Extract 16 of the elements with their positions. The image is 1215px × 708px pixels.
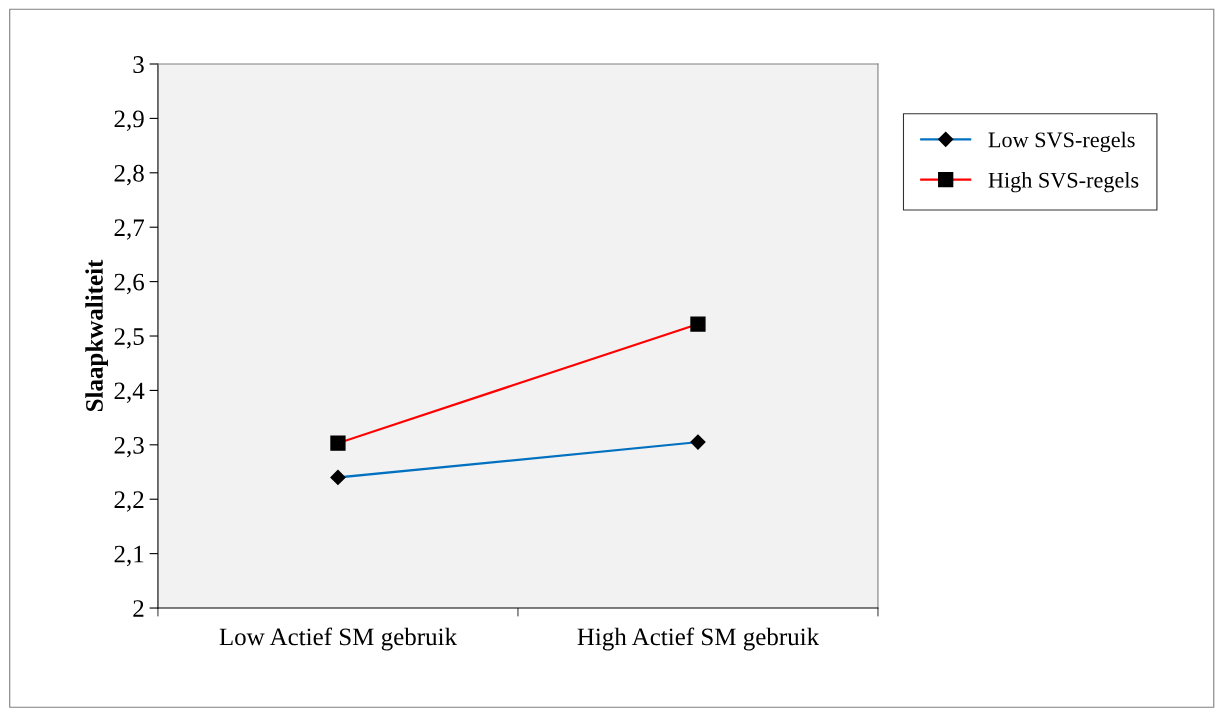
y-tick-label: 2,8 <box>114 164 144 186</box>
x-tick-label: Low Actief SM gebruik <box>219 627 458 651</box>
y-tick-label: 3 <box>133 56 144 73</box>
x-tick-label: High Actief SM gebruik <box>577 627 820 651</box>
legend-label: Low SVS-regels <box>988 131 1135 152</box>
y-tick-label: 2,5 <box>114 328 144 349</box>
y-tick-label: 2,3 <box>114 436 144 458</box>
y-tick-label: 2,9 <box>114 110 144 131</box>
y-tick-label: 2,2 <box>114 491 144 512</box>
y-axis-title: Slaapkwaliteit <box>85 259 108 412</box>
y-tick-label: 2,7 <box>114 219 145 240</box>
y-tick-label: 2,6 <box>114 273 145 295</box>
y-tick-label: 2,1 <box>114 545 144 567</box>
y-tick-label: 2,4 <box>114 382 145 403</box>
legend-label: High SVS-regels <box>988 172 1139 193</box>
y-tick-label: 2 <box>133 600 144 617</box>
